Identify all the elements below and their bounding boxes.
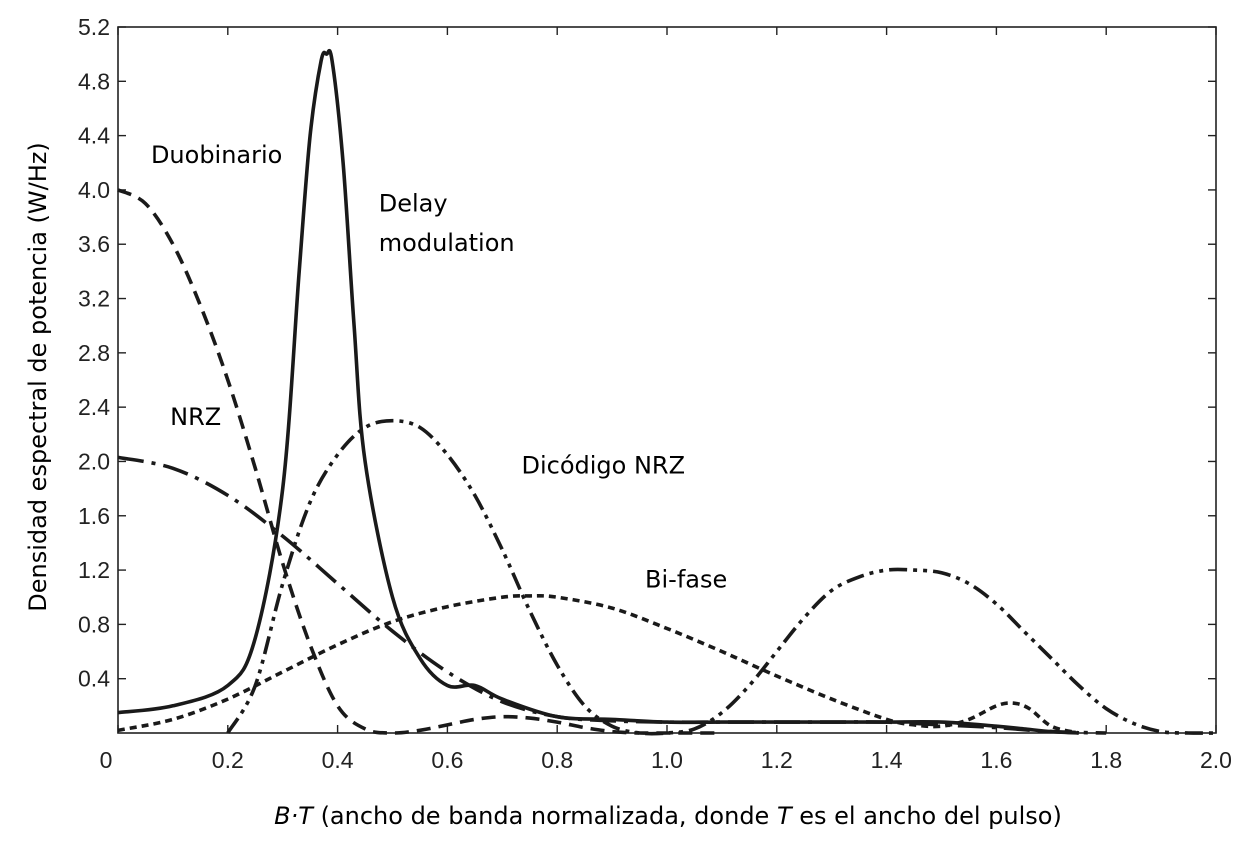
curve-label-nrz: NRZ xyxy=(170,403,221,431)
y-tick-label: 0.8 xyxy=(78,611,110,637)
curve-label-duobinario: Duobinario xyxy=(151,141,282,169)
y-tick-label: 4.0 xyxy=(78,177,110,203)
y-tick-label: 4.8 xyxy=(78,68,110,94)
series-line-delay-modulation xyxy=(117,48,1079,735)
y-tick-label: 2.8 xyxy=(78,340,110,366)
x-tick-label: 0.8 xyxy=(541,747,573,773)
series-layer xyxy=(117,48,1217,736)
series-line-duobinario xyxy=(117,188,722,735)
x-tick-label: 0.4 xyxy=(322,747,354,773)
y-tick-label: 0.4 xyxy=(78,666,110,692)
x-tick-label: 1.4 xyxy=(871,747,903,773)
x-axis-title-var: B·T xyxy=(274,802,315,830)
y-tick-label: 3.2 xyxy=(78,286,110,312)
y-axis-title: Densidad espectral de potencia (W/Hz) xyxy=(24,142,52,612)
y-tick-label: 1.2 xyxy=(78,557,110,583)
y-tick-label: 3.6 xyxy=(78,231,110,257)
x-axis-title: B·T (ancho de banda normalizada, donde T… xyxy=(274,802,1062,830)
x-tick-label: 0 xyxy=(100,747,113,773)
x-tick-label: 1.2 xyxy=(761,747,793,773)
x-axis-title-text-b: es el ancho del pulso) xyxy=(792,802,1062,830)
x-tick-label: 1.8 xyxy=(1090,747,1122,773)
x-tick-label: 2.0 xyxy=(1200,747,1232,773)
axes: 0 0.2 0.4 0.6 0.8 1.0 1.2 1.4 1.6 1.8 2.0 0.4 0.8 1.2… xyxy=(78,14,1232,773)
x-tick-label: 1.6 xyxy=(980,747,1012,773)
curve-label-delay: Delay xyxy=(379,190,448,218)
y-tick-label: 5.2 xyxy=(78,14,110,40)
curve-label-bi-fase: Bi-fase xyxy=(645,566,727,594)
x-tick-label: 1.0 xyxy=(651,747,683,773)
x-axis-title-text-a: (ancho de banda normalizada, donde xyxy=(313,802,777,830)
series-line-dicodigo-nrz xyxy=(226,418,1217,736)
x-tick-label: 0.2 xyxy=(212,747,244,773)
x-tick-label: 0.6 xyxy=(431,747,463,773)
y-tick-label: 2.4 xyxy=(78,394,110,420)
y-tick-label: 4.4 xyxy=(78,123,110,149)
series-line-bi-fase xyxy=(117,593,1080,735)
y-tick-label: 1.6 xyxy=(78,503,110,529)
curve-label-dicodigo-nrz: Dicódigo NRZ xyxy=(522,452,686,480)
curve-label-modulation: modulation xyxy=(379,229,515,257)
y-tick-label: 2.0 xyxy=(78,448,110,474)
labels-layer: Duobinario Delay modulation NRZ Dicódigo NRZ… xyxy=(151,141,727,594)
x-axis-title-var-t: T xyxy=(777,802,794,830)
